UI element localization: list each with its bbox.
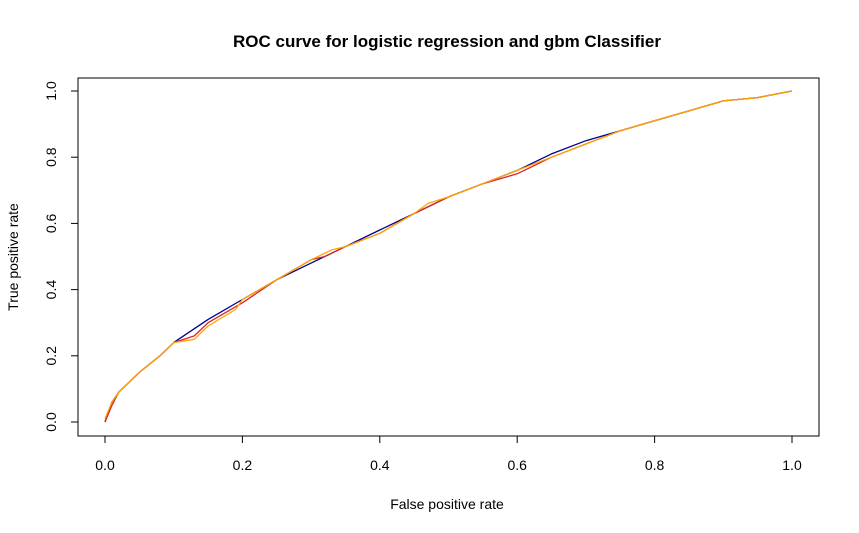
- roc-curve-1: [104, 90, 793, 423]
- roc-curve-3: [104, 90, 793, 419]
- x-tick-label: 0.0: [95, 457, 115, 473]
- x-tick-label: 0.6: [507, 457, 527, 473]
- roc-curve-2: [104, 90, 793, 423]
- y-tick-label: 0.4: [43, 280, 59, 300]
- y-tick-label: 1.0: [43, 81, 59, 101]
- y-tick-label: 0.6: [43, 213, 59, 233]
- y-tick-label: 0.0: [43, 412, 59, 432]
- roc-curves: [104, 90, 793, 423]
- x-tick-label: 0.8: [645, 457, 665, 473]
- plot-area-border: [77, 77, 820, 437]
- y-axis: 0.0 0.2 0.4 0.6 0.8 1.0: [43, 81, 79, 432]
- y-tick-label: 0.8: [43, 147, 59, 167]
- chart-title: ROC curve for logistic regression and gb…: [233, 32, 661, 51]
- y-axis-label: True positive rate: [5, 203, 21, 311]
- x-tick-label: 1.0: [782, 457, 802, 473]
- x-tick-label: 0.4: [370, 457, 390, 473]
- x-axis: 0.0 0.2 0.4 0.6 0.8 1.0: [95, 435, 802, 473]
- x-tick-label: 0.2: [233, 457, 253, 473]
- y-tick-label: 0.2: [43, 346, 59, 366]
- x-axis-label: False positive rate: [390, 496, 504, 512]
